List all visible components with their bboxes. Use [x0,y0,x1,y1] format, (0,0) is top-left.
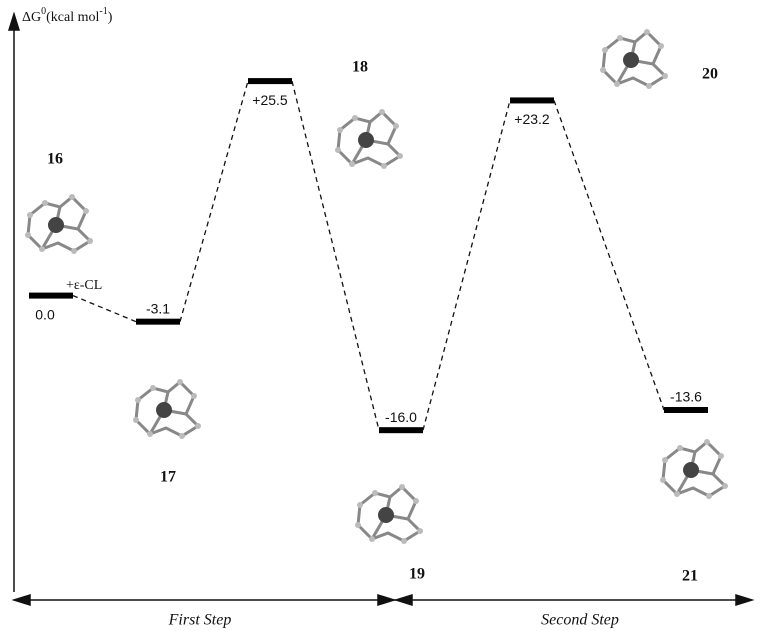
energy-level [664,407,708,413]
compound-label: 16 [47,151,63,168]
compound-label: 21 [682,568,698,585]
compound-label: 19 [409,566,425,583]
energy-level [248,78,292,84]
connector [554,100,664,410]
value-label: +25.5 [252,92,288,108]
connector [180,81,248,322]
molecule-images [25,29,728,544]
energy-level [379,427,423,433]
value-label: -3.1 [146,300,170,316]
compound-label: 18 [352,59,368,76]
step-label: First Step [168,612,232,629]
annotation: +ε-CL [66,278,102,293]
energy-level [136,319,180,325]
connector [73,296,136,322]
energy-level [29,293,73,299]
compound-label: 17 [160,469,176,486]
y-axis-label: ΔG0(kcal mol-1) [22,6,113,25]
step-label: Second Step [541,612,619,629]
energy-level [510,97,554,103]
value-label: -13.6 [670,389,702,405]
y-axis [9,14,19,592]
chart: ΔG0(kcal mol-1) First Step Second Step +… [0,0,766,631]
value-label: +23.2 [514,111,550,127]
value-label: -16.0 [385,409,417,425]
compound-label: 20 [702,66,718,83]
value-label: 0.0 [35,306,55,322]
step-axis [14,595,752,605]
connector [423,100,510,430]
